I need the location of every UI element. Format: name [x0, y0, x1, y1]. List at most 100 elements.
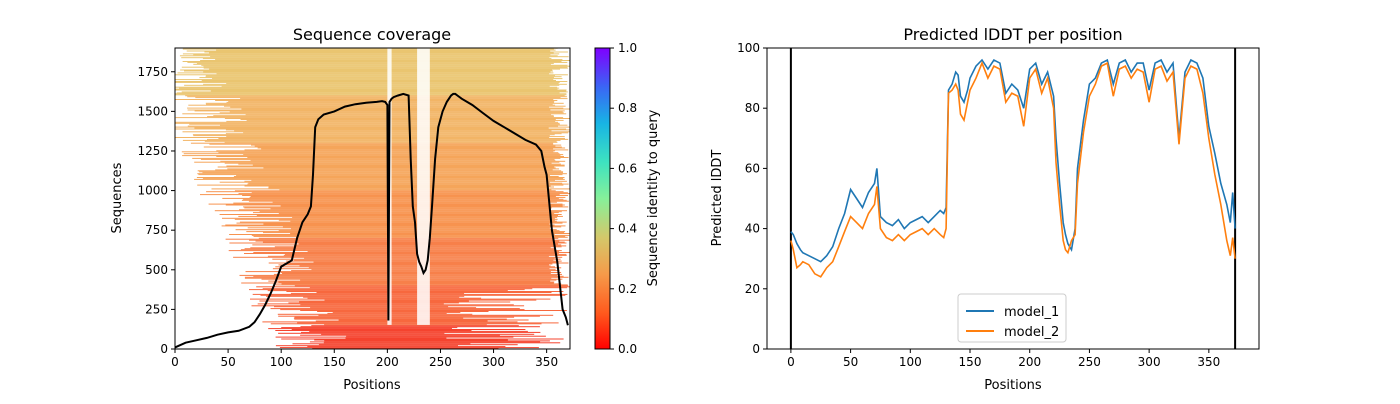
coverage-row [248, 182, 563, 184]
coverage-row [241, 108, 570, 110]
coverage-row [251, 234, 570, 236]
coverage-row [309, 341, 541, 343]
coverage-row [209, 68, 560, 70]
coverage-x-tick-label: 350 [535, 355, 558, 369]
coverage-row [275, 345, 458, 347]
coverage-row [294, 285, 569, 287]
coverage-row [262, 241, 565, 243]
coverage-row [303, 296, 460, 298]
coverage-x-tick-label: 0 [171, 355, 179, 369]
lddt-chart: Predicted lDDT per position 0 50 100 150 200… [710, 25, 1260, 393]
coverage-row [226, 165, 565, 167]
coverage-row [250, 196, 556, 197]
coverage-row [246, 231, 566, 233]
coverage-row [318, 344, 518, 346]
coverage-row [259, 300, 469, 302]
coverage-row [202, 172, 563, 174]
coverage-gap [417, 48, 430, 325]
coverage-row [263, 223, 550, 225]
lddt-x-tick-label: 50 [843, 355, 858, 369]
coverage-row [205, 75, 556, 77]
coverage-row [209, 52, 554, 54]
coverage-y-tick-label: 1500 [137, 104, 168, 118]
coverage-row [247, 227, 550, 229]
coverage-row [300, 310, 567, 311]
coverage-row [192, 157, 561, 159]
coverage-row [238, 163, 561, 165]
coverage-row [233, 176, 559, 177]
coverage-x-tick-label: 150 [323, 355, 346, 369]
coverage-row [243, 132, 569, 134]
coverage-row [278, 315, 540, 317]
coverage-row [279, 189, 552, 191]
lddt-ylabel: Predicted lDDT [710, 150, 725, 247]
coverage-row [203, 83, 567, 85]
coverage-row [244, 248, 555, 250]
coverage-row [218, 138, 565, 139]
coverage-row [219, 181, 550, 183]
coverage-row [250, 247, 551, 249]
coverage-row [281, 338, 564, 340]
lddt-series-line-model-2 [790, 60, 1236, 278]
coverage-row [307, 346, 506, 348]
coverage-row [294, 316, 515, 318]
lddt-x-tick-label: 350 [1197, 355, 1220, 369]
lddt-series-line-model-1 [790, 58, 1236, 263]
coverage-row [193, 135, 550, 137]
coverage-row [327, 312, 447, 314]
coverage-x-tick-label: 100 [270, 355, 293, 369]
coverage-row [190, 142, 554, 144]
coverage-row [176, 92, 560, 94]
coverage-row [252, 164, 565, 166]
colorbar-label: Sequence identity to query [646, 109, 661, 286]
lddt-x-tick-label: 150 [959, 355, 982, 369]
coverage-row [263, 167, 556, 169]
coverage-row [321, 333, 535, 335]
coverage-row [202, 58, 552, 60]
coverage-row [179, 87, 560, 89]
coverage-row [257, 147, 566, 149]
coverage-row [182, 139, 561, 141]
coverage-row [194, 161, 560, 163]
coverage-row [317, 311, 489, 312]
lddt-y-tick-label: 100 [737, 41, 760, 55]
coverage-row [244, 207, 552, 209]
coverage-row [236, 175, 550, 177]
coverage-row [235, 229, 557, 231]
lddt-boundary-lines [789, 48, 1237, 349]
coverage-row [251, 192, 568, 194]
coverage-row [324, 299, 537, 301]
coverage-row [268, 280, 551, 282]
coverage-row [296, 236, 568, 238]
coverage-row [236, 222, 563, 224]
coverage-row [183, 153, 560, 155]
coverage-row [239, 221, 567, 223]
coverage-row [227, 168, 560, 170]
coverage-row [241, 199, 567, 201]
coverage-row [175, 122, 560, 124]
coverage-row [338, 319, 529, 321]
coverage-row [261, 148, 554, 150]
coverage-row [209, 143, 554, 145]
coverage-row [193, 63, 551, 65]
coverage-row [282, 273, 551, 274]
coverage-row [240, 98, 568, 100]
lddt-x-tick-label: 0 [787, 355, 795, 369]
coverage-row [294, 245, 567, 247]
coverage-row [263, 232, 565, 234]
coverage-row [258, 237, 559, 239]
coverage-row [244, 253, 559, 254]
coverage-row [310, 307, 477, 309]
coverage-row [196, 177, 565, 178]
coverage-row [220, 160, 566, 162]
lddt-legend: model_1 model_2 [957, 293, 1067, 343]
coverage-row [199, 77, 554, 79]
coverage-row [197, 170, 562, 172]
coverage-row [240, 119, 556, 120]
coverage-row [262, 288, 533, 290]
coverage-row [300, 304, 514, 306]
lddt-title: Predicted lDDT per position [903, 25, 1122, 44]
coverage-row [216, 150, 556, 152]
coverage-row [179, 55, 558, 57]
coverage-row [198, 174, 563, 176]
